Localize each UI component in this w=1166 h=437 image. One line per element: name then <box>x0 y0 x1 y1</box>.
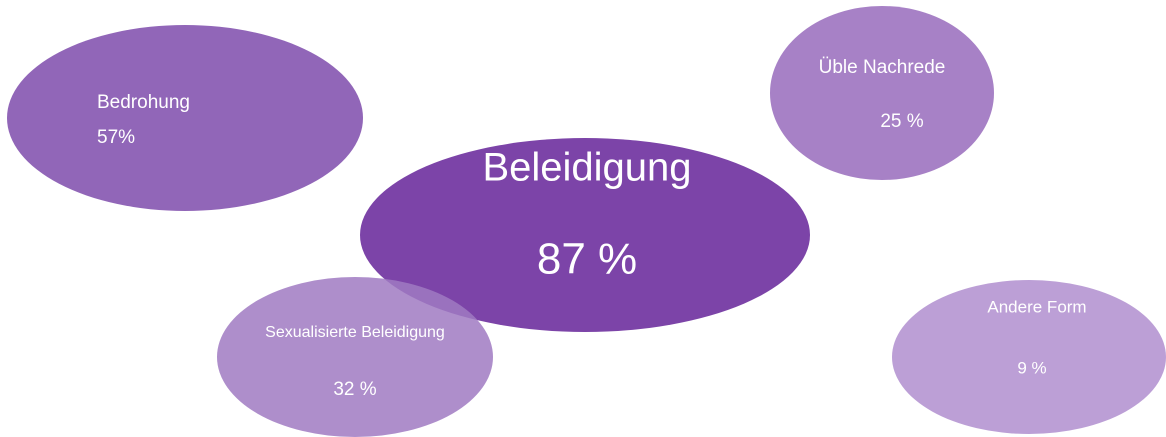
value-label: 87 % <box>537 235 637 284</box>
value-label: 9 % <box>1017 358 1046 377</box>
value-label: 25 % <box>880 111 923 132</box>
value-label: 57% <box>97 127 135 148</box>
bubble-label: Beleidigung <box>482 146 691 190</box>
bubble <box>892 280 1166 434</box>
bubble-label: Andere Form <box>987 297 1086 316</box>
bubble <box>217 277 493 437</box>
bubble-label: Sexualisierte Beleidigung <box>265 324 445 341</box>
bubble <box>7 25 363 211</box>
bubble <box>770 6 994 180</box>
bubble <box>360 138 810 332</box>
bubble-label: Üble Nachrede <box>819 57 946 78</box>
bubble-label: Bedrohung <box>97 92 190 113</box>
value-label: 32 % <box>333 379 376 400</box>
